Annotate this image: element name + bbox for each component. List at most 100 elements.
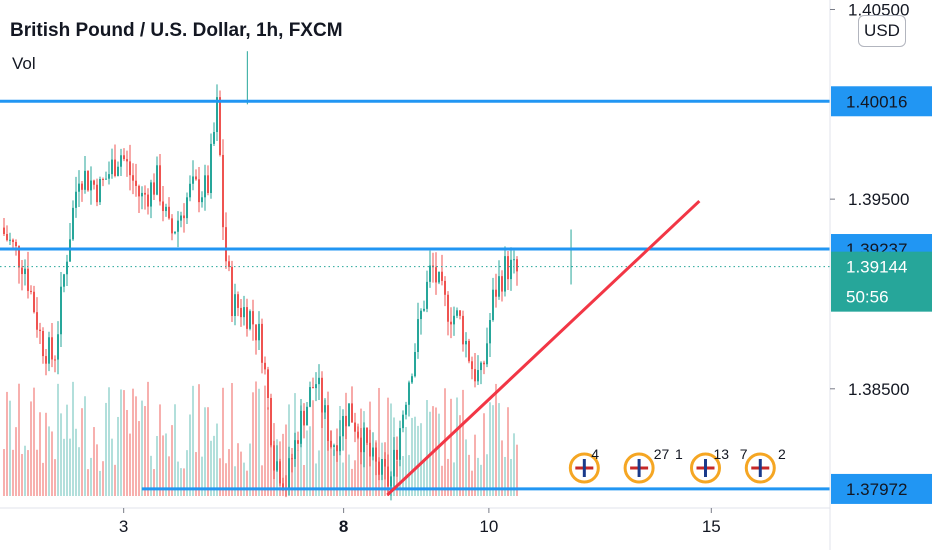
volume-bar bbox=[507, 407, 509, 496]
volume-bar bbox=[84, 396, 86, 496]
candle-body bbox=[39, 329, 41, 332]
volume-bar bbox=[210, 440, 212, 496]
candle-body bbox=[324, 405, 326, 413]
level-tag-label: 1.40016 bbox=[846, 92, 907, 111]
candle-body bbox=[84, 170, 86, 190]
volume-bar bbox=[147, 381, 149, 496]
time-tick-label: 8 bbox=[339, 517, 348, 536]
volume-bar bbox=[501, 440, 503, 496]
price-tick-label: 1.40500 bbox=[848, 0, 909, 19]
candle-body bbox=[135, 180, 137, 186]
candle-body bbox=[12, 239, 14, 243]
volume-bar bbox=[42, 462, 44, 496]
candle-body bbox=[54, 359, 56, 361]
candle-body bbox=[156, 165, 158, 195]
candle-body bbox=[489, 320, 491, 344]
currency-button[interactable]: USD bbox=[858, 15, 906, 47]
volume-bar bbox=[456, 397, 458, 496]
candle-body bbox=[447, 294, 449, 322]
candle-body bbox=[243, 307, 245, 318]
candle-body bbox=[468, 340, 470, 362]
candle-body bbox=[462, 315, 464, 345]
candle-body bbox=[396, 449, 398, 460]
volume-bar bbox=[69, 438, 71, 496]
volume-bar bbox=[465, 439, 467, 496]
event-count: 4 bbox=[591, 446, 599, 462]
candle-body bbox=[492, 289, 494, 321]
volume-bar bbox=[132, 388, 134, 496]
candle-body bbox=[411, 376, 413, 383]
volume-bar bbox=[9, 400, 11, 496]
candle-body bbox=[45, 356, 47, 364]
candle-body bbox=[495, 289, 497, 297]
trend-line bbox=[386, 199, 701, 497]
volume-bar bbox=[126, 409, 128, 496]
candle-body bbox=[507, 256, 509, 280]
candle-body bbox=[144, 192, 146, 195]
candle-body bbox=[78, 183, 80, 192]
candle-body bbox=[279, 461, 281, 484]
volume-bar bbox=[336, 448, 338, 496]
volume-bar bbox=[162, 435, 164, 496]
time-axis: 3 8 10 15 bbox=[119, 508, 721, 536]
volume-bar bbox=[60, 413, 62, 496]
volume-bar bbox=[468, 454, 470, 496]
volume-bar bbox=[129, 433, 131, 496]
volume-bar bbox=[489, 402, 491, 496]
volume-bar bbox=[345, 392, 347, 496]
candle-body bbox=[354, 422, 356, 432]
volume-bar bbox=[120, 389, 122, 496]
volume-bar bbox=[207, 407, 209, 496]
candle-body bbox=[378, 461, 380, 475]
volume-bar bbox=[390, 403, 392, 496]
volume-bar bbox=[315, 463, 317, 496]
volume-bar bbox=[477, 457, 479, 496]
candle-body bbox=[27, 268, 29, 291]
volume-bar bbox=[21, 453, 23, 496]
volume-bar bbox=[240, 451, 242, 496]
candle-body bbox=[453, 315, 455, 325]
candle-body bbox=[162, 201, 164, 212]
candle-body bbox=[366, 427, 368, 443]
candle-body bbox=[369, 442, 371, 457]
volume-bar bbox=[342, 462, 344, 496]
candle-body bbox=[333, 445, 335, 447]
volume-bar bbox=[234, 466, 236, 496]
volume-bar bbox=[135, 396, 137, 496]
volume-bar bbox=[447, 458, 449, 496]
candle-body bbox=[36, 312, 38, 330]
event-count: 13 bbox=[713, 446, 729, 462]
candle-body bbox=[234, 294, 236, 317]
candle-body bbox=[72, 207, 74, 240]
candle-body bbox=[165, 206, 167, 212]
volume-bar bbox=[426, 400, 428, 496]
volume-bar bbox=[90, 457, 92, 496]
candle-body bbox=[141, 192, 143, 197]
candle-body bbox=[183, 215, 185, 219]
volume-bar bbox=[483, 413, 485, 496]
symbol-title: British Pound / U.S. Dollar, 1h, FXCM bbox=[10, 20, 343, 41]
volume-bar bbox=[402, 456, 404, 496]
volume-bar bbox=[450, 398, 452, 496]
candle-body bbox=[477, 370, 479, 382]
candle-body bbox=[147, 194, 149, 207]
volume-bar bbox=[258, 388, 260, 496]
volume-bar bbox=[303, 464, 305, 496]
volume-bar bbox=[327, 417, 329, 496]
candle-body bbox=[330, 440, 332, 447]
volume-bar bbox=[75, 428, 77, 496]
candle-body bbox=[195, 176, 197, 180]
candle-body bbox=[357, 431, 359, 438]
candle-body bbox=[6, 234, 8, 241]
volume-bar bbox=[510, 458, 512, 496]
candle-body bbox=[138, 185, 140, 197]
candle-body bbox=[102, 179, 104, 181]
volume-bars bbox=[3, 381, 518, 496]
volume-bar bbox=[186, 450, 188, 496]
volume-bar bbox=[357, 426, 359, 496]
candle-body bbox=[399, 428, 401, 460]
candle-body bbox=[351, 403, 353, 423]
candle-body bbox=[99, 179, 101, 203]
